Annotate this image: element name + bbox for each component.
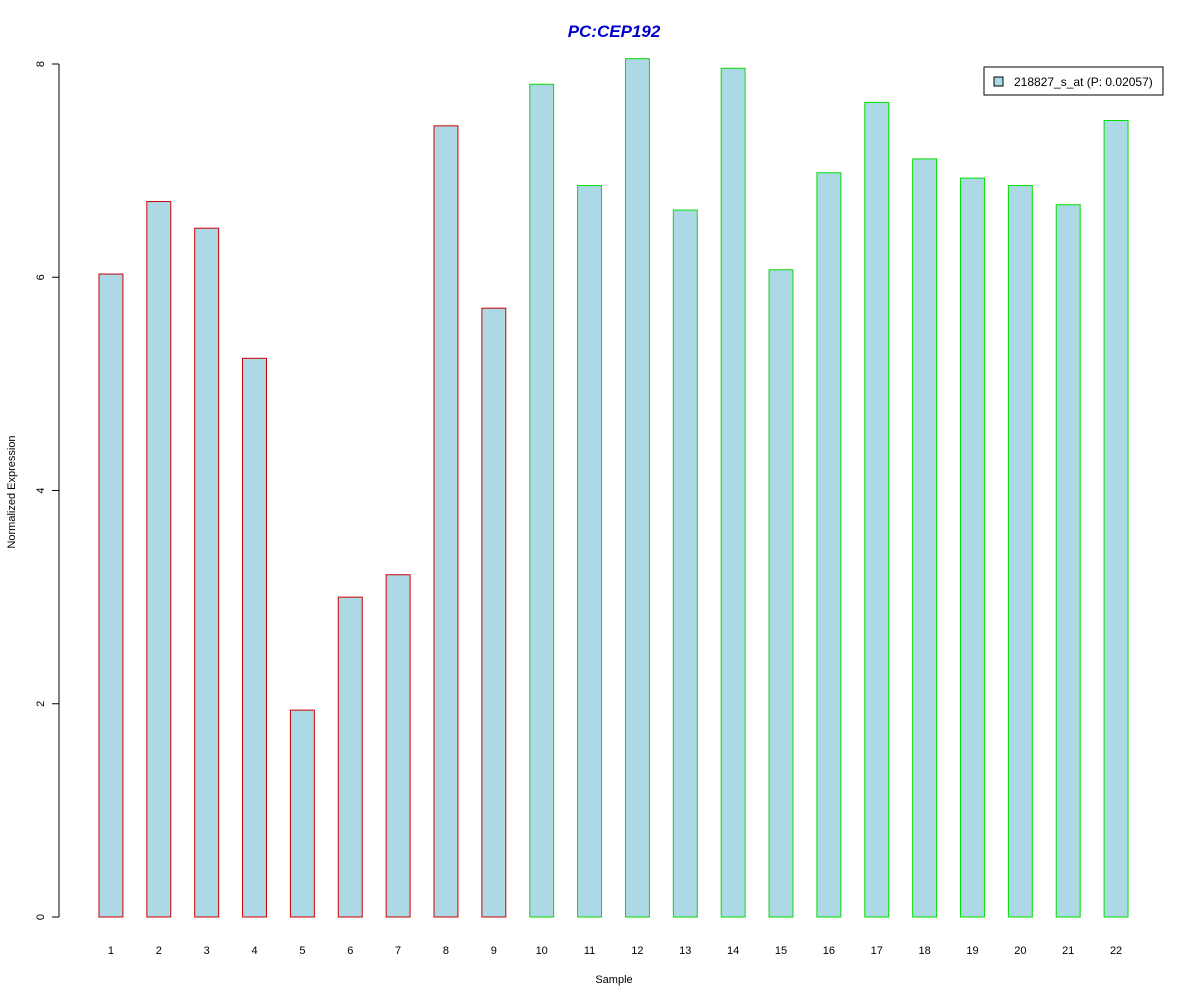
y-tick-label: 6 <box>35 274 47 280</box>
x-tick-label: 5 <box>299 945 305 957</box>
bar-sample-14 <box>720 67 746 918</box>
bar-sample-4 <box>242 357 267 918</box>
legend-label: 218827_s_at (P: 0.02057) <box>1014 75 1153 89</box>
bar-sample-12 <box>624 58 650 918</box>
legend-swatch <box>993 76 1004 87</box>
y-tick-label: 2 <box>35 701 47 707</box>
bar-sample-19 <box>960 177 985 918</box>
bar-sample-17 <box>864 101 890 918</box>
x-tick-label: 15 <box>775 945 787 957</box>
bar-sample-3 <box>194 227 220 918</box>
x-tick-label: 18 <box>918 945 930 957</box>
bar-sample-7 <box>385 574 411 918</box>
x-tick-label: 20 <box>1014 945 1026 957</box>
bar-sample-18 <box>912 158 938 918</box>
x-tick-label: 16 <box>823 945 835 957</box>
x-tick-label: 14 <box>727 945 739 957</box>
x-tick-label: 13 <box>679 945 691 957</box>
x-tick-label: 4 <box>251 945 257 957</box>
bar-sample-6 <box>337 596 363 918</box>
y-tick-label: 8 <box>35 61 47 67</box>
bar-sample-16 <box>816 172 842 918</box>
bar-sample-21 <box>1055 204 1081 918</box>
bar-sample-1 <box>98 273 124 918</box>
bar-sample-13 <box>672 209 698 918</box>
y-tick-label: 4 <box>35 487 47 493</box>
x-tick-label: 8 <box>443 945 449 957</box>
x-tick-label: 3 <box>204 945 210 957</box>
bar-sample-5 <box>289 709 315 918</box>
x-tick-label: 17 <box>871 945 883 957</box>
y-axis-label: Normalized Expression <box>6 435 18 548</box>
x-tick-label: 12 <box>631 945 643 957</box>
bar-sample-20 <box>1007 185 1033 918</box>
legend-box <box>983 66 1164 96</box>
bar-sample-15 <box>768 269 794 918</box>
x-tick-label: 11 <box>584 945 595 957</box>
bar-sample-11 <box>577 185 603 918</box>
x-tick-label: 22 <box>1110 945 1122 957</box>
x-tick-label: 9 <box>491 945 497 957</box>
bar-sample-22 <box>1103 120 1129 918</box>
bar-sample-10 <box>529 83 555 918</box>
y-axis: 0 2 4 6 8 <box>35 61 60 920</box>
x-axis-label: Sample <box>595 974 632 986</box>
x-tick-labels: 1 2 3 4 5 6 7 8 9 10 11 12 13 14 15 16 17 18 19 20 21 22 <box>108 945 1122 957</box>
x-tick-label: 6 <box>347 945 353 957</box>
y-tick-label: 0 <box>35 914 47 920</box>
x-tick-label: 19 <box>966 945 978 957</box>
x-tick-label: 7 <box>395 945 401 957</box>
chart-title: PC:CEP192 <box>568 22 661 41</box>
legend: 218827_s_at (P: 0.02057) <box>983 66 1164 96</box>
x-tick-label: 21 <box>1062 945 1074 957</box>
bar-sample-8 <box>433 125 459 918</box>
bars-group <box>98 58 1129 918</box>
x-tick-label: 1 <box>108 945 114 957</box>
x-tick-label: 2 <box>156 945 162 957</box>
x-tick-label: 10 <box>536 945 548 957</box>
bar-sample-9 <box>481 307 507 918</box>
bar-sample-2 <box>146 201 172 918</box>
